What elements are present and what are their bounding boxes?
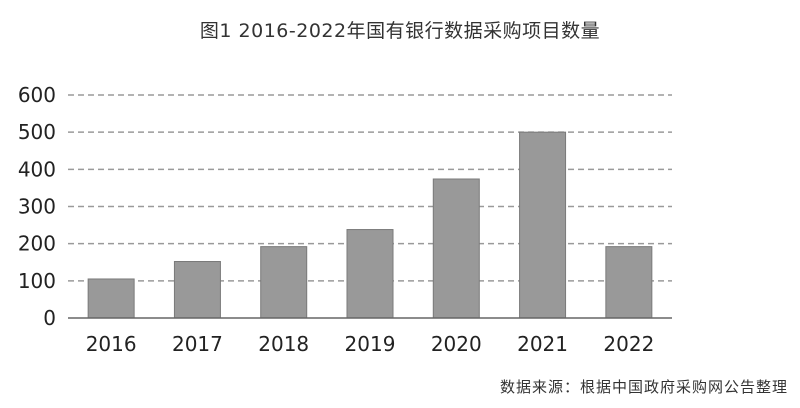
y-tick-label: 100 — [18, 269, 56, 293]
bar-2022 — [605, 246, 653, 319]
chart-title: 图1 2016-2022年国有银行数据采购项目数量 — [199, 20, 601, 42]
y-tick-label: 600 — [18, 83, 56, 107]
y-tick-label: 500 — [18, 120, 56, 144]
y-axis-ticks: 0 100 200 300 400 500 600 — [18, 83, 56, 330]
bar-2020 — [432, 178, 480, 319]
bar-2017 — [173, 261, 221, 319]
bar-2016 — [87, 278, 135, 319]
bar-2018 — [260, 246, 308, 319]
y-tick-label: 200 — [18, 232, 56, 256]
x-tick-label: 2017 — [172, 332, 223, 356]
x-tick-label: 2018 — [258, 332, 309, 356]
bars — [87, 131, 653, 319]
y-tick-label: 0 — [43, 306, 56, 330]
bar-2021 — [519, 131, 567, 319]
x-tick-label: 2016 — [86, 332, 137, 356]
x-tick-label: 2020 — [431, 332, 482, 356]
y-tick-label: 400 — [18, 157, 56, 181]
x-tick-label: 2019 — [345, 332, 396, 356]
x-tick-label: 2021 — [517, 332, 568, 356]
x-axis-ticks: 2016 2017 2018 2019 2020 2021 2022 — [86, 332, 655, 356]
x-tick-label: 2022 — [603, 332, 654, 356]
bar-2019 — [346, 229, 394, 319]
y-tick-label: 300 — [18, 195, 56, 219]
source-note: 数据来源：根据中国政府采购网公告整理 — [499, 378, 788, 396]
